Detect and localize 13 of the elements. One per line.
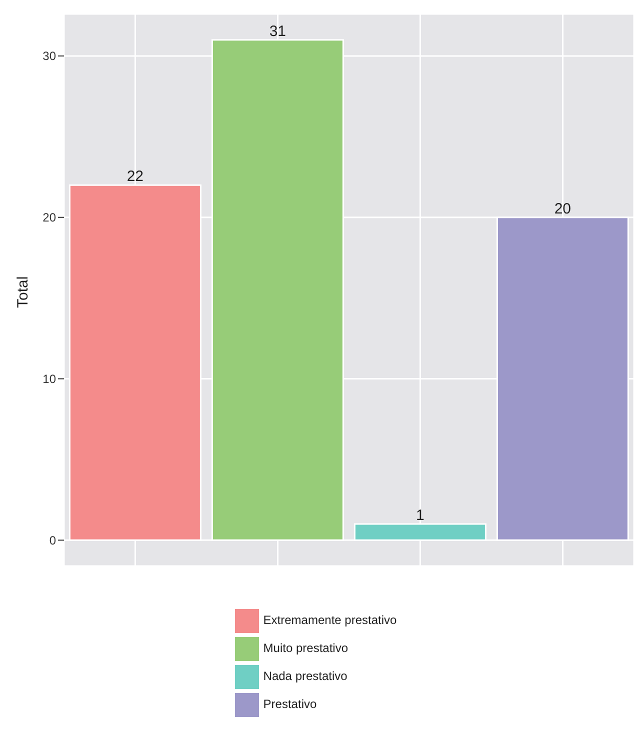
data-label: 31	[269, 22, 286, 40]
legend-label: Muito prestativo	[263, 641, 348, 655]
data-label: 1	[416, 507, 424, 524]
y-axis-title: Total	[14, 276, 32, 308]
y-tick-label: 10	[42, 372, 56, 386]
legend-label: Extremamente prestativo	[263, 613, 397, 627]
data-label: 22	[126, 168, 144, 186]
y-tick-label: 30	[42, 49, 56, 64]
data-label: 20	[554, 200, 572, 218]
y-tick-label: 0	[49, 533, 56, 548]
legend-label: Nada prestativo	[263, 669, 348, 683]
legend-label: Prestativo	[263, 697, 317, 711]
y-tick-label: 20	[42, 210, 56, 225]
